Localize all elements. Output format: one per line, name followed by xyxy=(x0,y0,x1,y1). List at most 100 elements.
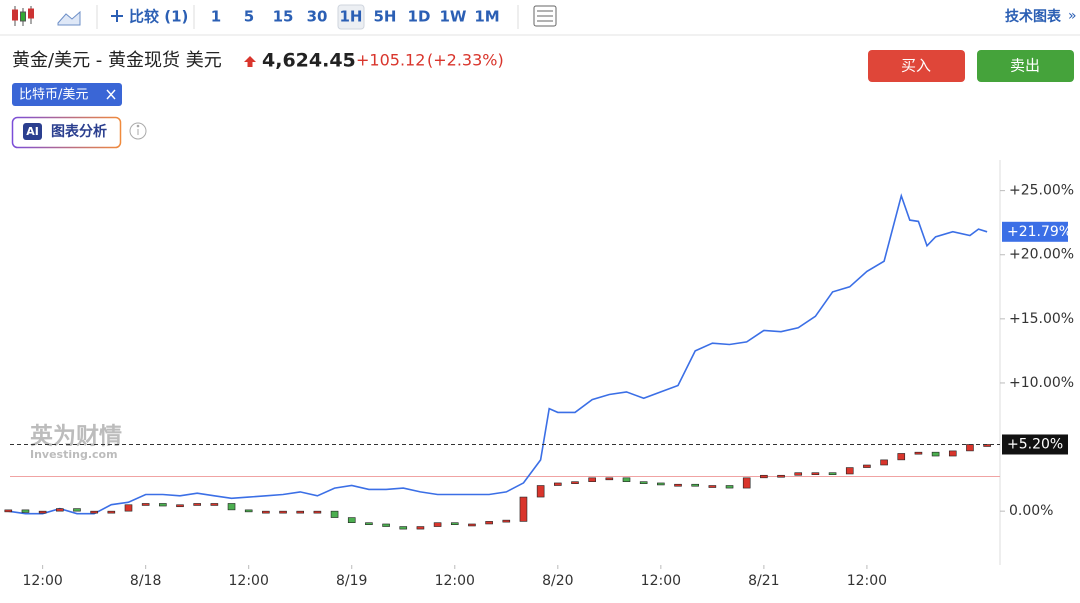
candle xyxy=(279,510,287,514)
compare-tag[interactable] xyxy=(12,83,122,106)
candle xyxy=(845,467,854,475)
price-change: +105.12 xyxy=(356,51,425,70)
candle xyxy=(863,464,871,468)
candle xyxy=(657,482,665,486)
candle xyxy=(811,472,820,475)
candle xyxy=(210,503,219,506)
up-arrow xyxy=(244,56,256,67)
info-icon[interactable] xyxy=(129,122,147,140)
candle xyxy=(691,483,699,487)
candle xyxy=(73,508,81,512)
candle xyxy=(880,459,888,466)
y-tick-label: +20.00% xyxy=(1009,247,1074,263)
candle xyxy=(725,485,734,489)
interval-button[interactable]: 1M xyxy=(474,8,499,26)
candle xyxy=(639,481,648,484)
x-tick-label: 12:00 xyxy=(847,573,887,589)
candle xyxy=(931,451,940,457)
watermark-site: Investing.com xyxy=(30,448,118,461)
area-icon[interactable] xyxy=(57,10,81,26)
candle xyxy=(828,472,837,475)
remove-icon[interactable] xyxy=(106,89,116,100)
candle xyxy=(742,477,751,489)
y-tick-label: +10.00% xyxy=(1009,375,1074,391)
last-value-box xyxy=(1002,221,1068,242)
sell-button[interactable] xyxy=(977,50,1074,82)
price-line xyxy=(8,193,988,515)
compare-tag-label: 比特币/美元 xyxy=(19,88,88,103)
candle xyxy=(262,510,270,514)
ai-badge-label: AI xyxy=(26,125,39,138)
candle xyxy=(193,503,201,506)
candle xyxy=(296,510,305,514)
more-arrow[interactable]: » xyxy=(1068,8,1077,24)
candle xyxy=(433,522,442,527)
candle xyxy=(21,509,30,513)
candle xyxy=(708,485,717,488)
buy-label[interactable]: 买入 xyxy=(901,57,931,75)
candle xyxy=(588,477,596,482)
sell-label[interactable]: 卖出 xyxy=(1010,57,1040,75)
candle xyxy=(485,521,493,525)
candle xyxy=(365,522,373,525)
candle xyxy=(519,496,528,522)
candle xyxy=(966,444,974,452)
interval-button[interactable]: 30 xyxy=(307,8,328,26)
interval-button[interactable]: 15 xyxy=(273,8,294,26)
interval-button[interactable]: 5H xyxy=(374,8,397,26)
candle xyxy=(450,522,459,525)
price-change-pct: (+2.33%) xyxy=(427,51,504,70)
interval-button[interactable]: 1H xyxy=(340,8,363,26)
x-tick-label: 8/20 xyxy=(542,573,573,589)
watermark-brand: 英为财情 xyxy=(30,423,122,450)
candle xyxy=(38,510,47,514)
layout-icon[interactable] xyxy=(533,5,557,27)
x-tick-label: 8/18 xyxy=(130,573,161,589)
interval-button[interactable]: 5 xyxy=(244,8,254,26)
candle xyxy=(56,508,64,512)
candle xyxy=(4,509,13,513)
buy-button[interactable] xyxy=(868,50,965,82)
candle xyxy=(159,503,167,507)
x-tick-label: 12:00 xyxy=(22,573,62,589)
candle xyxy=(502,519,511,523)
candle xyxy=(244,509,253,513)
candle xyxy=(141,503,150,506)
ai-badge xyxy=(23,123,42,140)
candle xyxy=(176,504,184,508)
candle xyxy=(90,510,98,514)
x-tick-label: 8/19 xyxy=(336,573,367,589)
candle xyxy=(416,526,425,530)
plus-icon[interactable] xyxy=(111,10,123,22)
x-tick-label: 12:00 xyxy=(229,573,269,589)
candle xyxy=(347,517,356,523)
candle xyxy=(227,503,236,511)
candle xyxy=(107,510,116,514)
candle xyxy=(794,472,803,476)
candle xyxy=(554,482,562,486)
candle xyxy=(983,444,991,447)
candle xyxy=(777,474,785,478)
interval-button[interactable]: 1W xyxy=(440,8,467,26)
candle xyxy=(399,526,408,530)
candle xyxy=(536,485,545,498)
candle xyxy=(605,477,614,481)
interval-button[interactable]: 1 xyxy=(211,8,221,26)
candle-icon[interactable] xyxy=(12,6,34,26)
x-tick-label: 12:00 xyxy=(435,573,475,589)
interval-button[interactable]: 1D xyxy=(408,8,431,26)
candle xyxy=(897,453,906,461)
candle xyxy=(674,483,682,487)
price: 4,624.45 xyxy=(262,50,356,72)
compare-button[interactable]: 比较 (1) xyxy=(129,8,188,26)
instrument-title: 黄金/美元 - 黄金现货 美元 xyxy=(12,50,222,71)
ai-button-label[interactable]: 图表分析 xyxy=(51,123,107,140)
x-tick-label: 12:00 xyxy=(641,573,681,589)
candle xyxy=(622,477,631,482)
candle xyxy=(382,523,390,527)
tech-chart-link[interactable]: 技术图表 xyxy=(1005,8,1062,25)
candle xyxy=(760,474,768,479)
candle xyxy=(330,510,339,518)
